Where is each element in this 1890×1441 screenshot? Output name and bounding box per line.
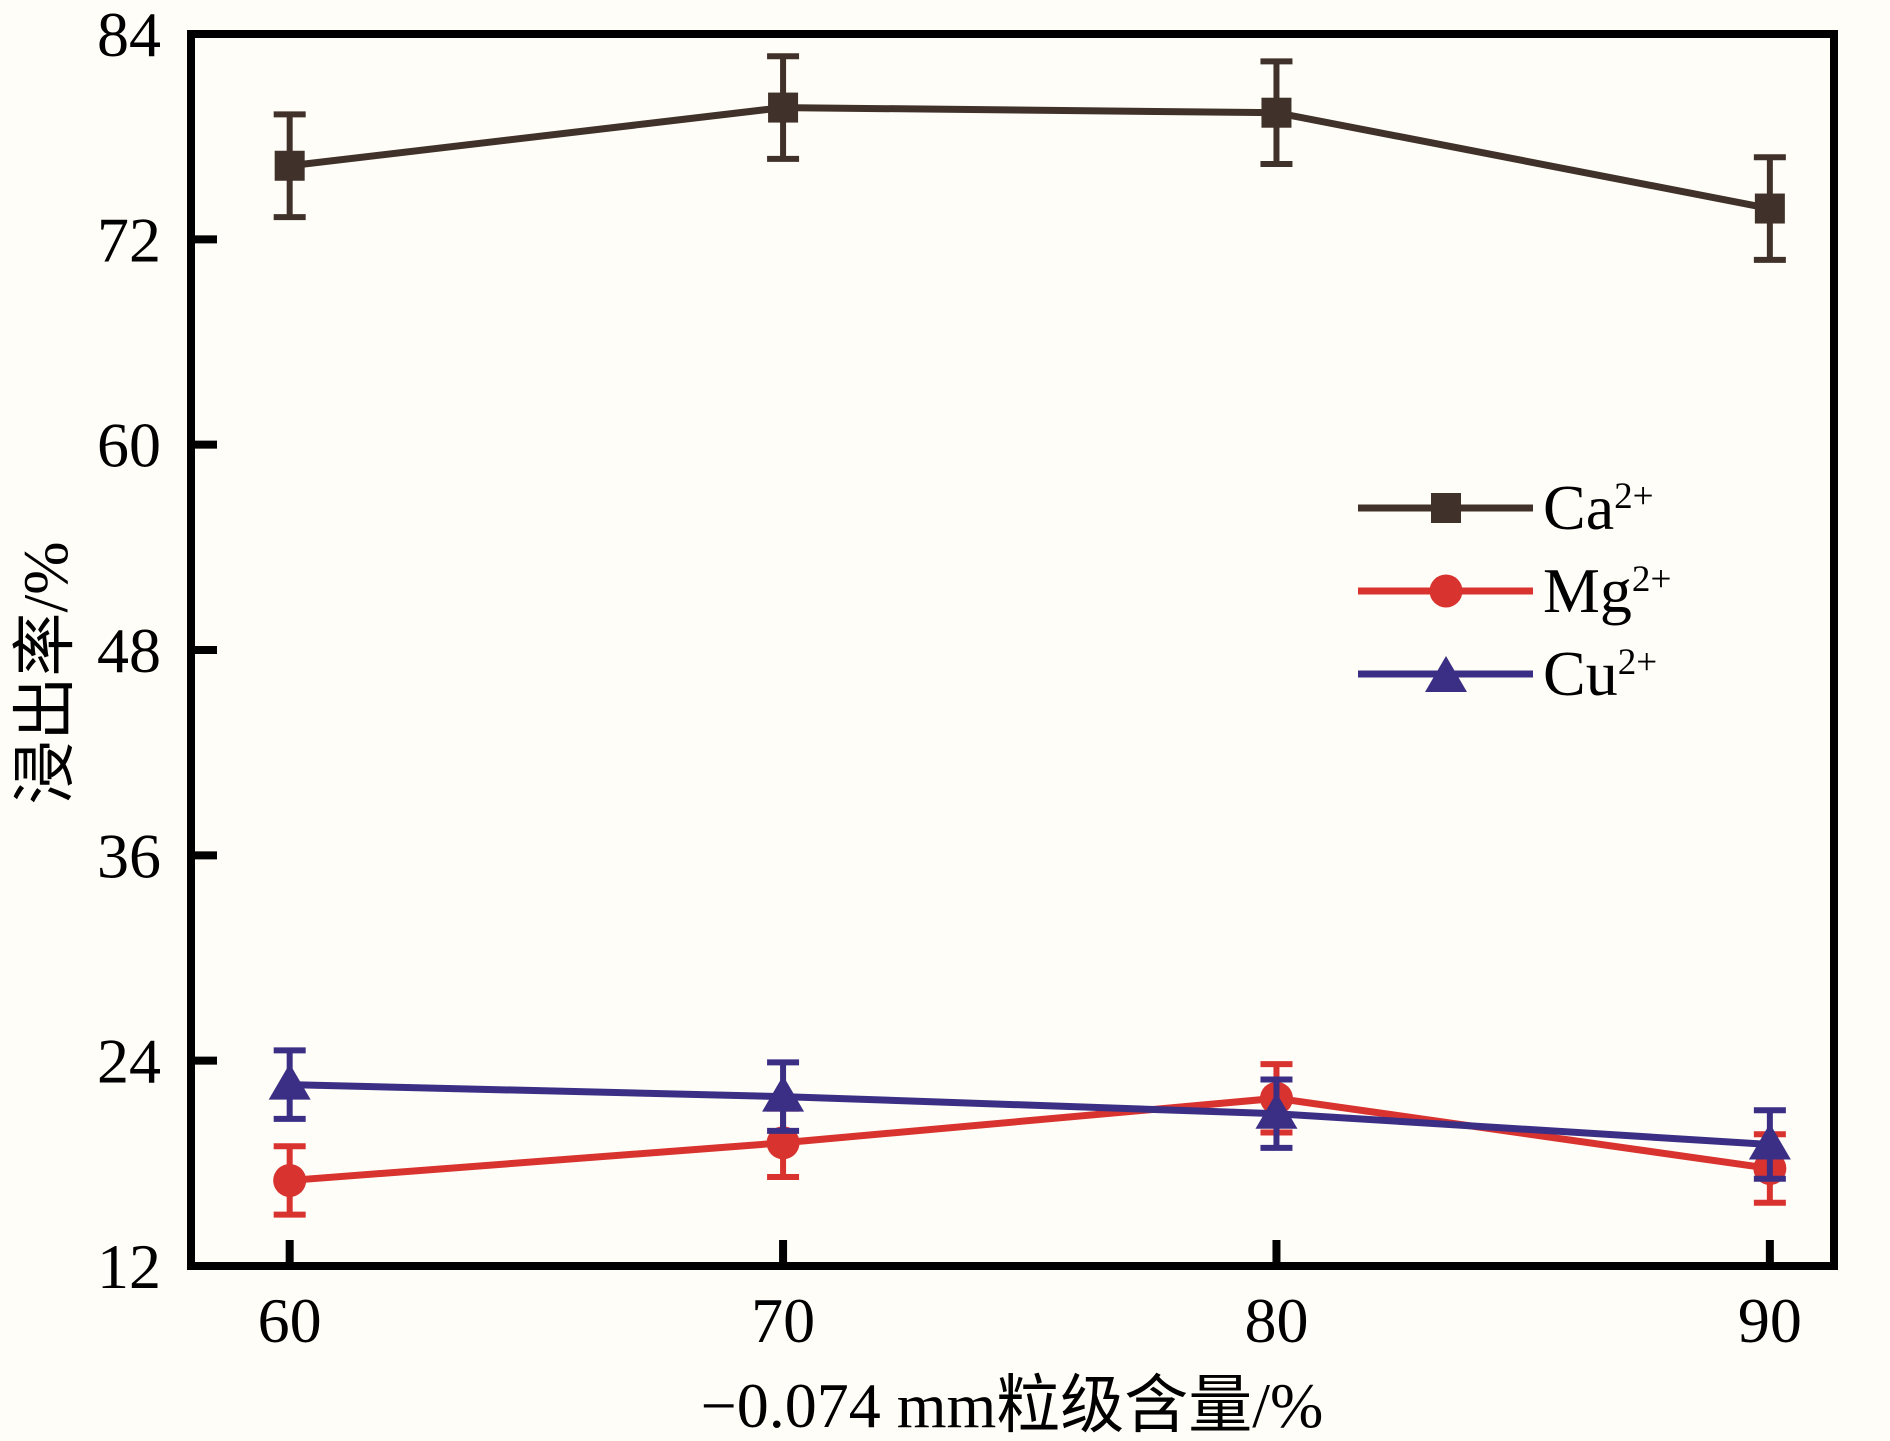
legend: Ca2+ Mg2+ Cu2+ [1358,466,1671,715]
series-cu [268,1047,1791,1182]
marker-ca-icon [1261,97,1292,128]
y-axis-title: 浸出率/% [10,541,81,805]
legend-item-cu: Cu2+ [1358,632,1671,715]
y-tick-label: 24 [97,1026,161,1097]
marker-cu-icon [1255,1092,1298,1129]
series-line-ca [289,104,1771,212]
x-axis: 60 70 80 90 [258,1240,1802,1356]
marker-cu-icon [268,1063,311,1100]
y-axis: 12 24 36 48 60 72 84 [97,0,217,1302]
x-tick-label: 70 [751,1285,815,1356]
legend-marker-graphic [1358,569,1533,613]
x-axis-title: −0.074 mm粒级含量/% [700,1370,1324,1441]
series-ca [273,53,1786,263]
series-line-mg [289,1094,1771,1184]
series-line-cu [289,1081,1771,1149]
legend-label: Mg2+ [1543,554,1672,626]
legend-label: Ca2+ [1543,471,1654,543]
legend-triangle-icon [1424,655,1467,692]
legend-item-ca: Ca2+ [1358,466,1671,549]
legend-square-icon [1430,492,1461,523]
plot-frame [187,30,1838,1270]
legend-circle-icon [1429,574,1462,607]
marker-cu-icon [762,1075,805,1112]
y-tick-label: 36 [97,820,161,891]
y-tick-label: 48 [97,615,161,686]
x-tick-label: 90 [1738,1285,1802,1356]
x-tick-label: 60 [258,1285,322,1356]
marker-ca-icon [1754,193,1785,224]
marker-ca-icon [274,150,305,181]
y-tick-label: 84 [97,0,161,70]
y-tick-label: 72 [97,204,161,275]
marker-ca-icon [768,92,799,123]
y-tick-label: 12 [97,1231,161,1302]
marker-mg-icon [766,1126,800,1160]
marker-mg-icon [273,1163,307,1197]
x-tick-label: 80 [1244,1285,1308,1356]
legend-label: Cu2+ [1543,637,1658,709]
legend-marker-graphic [1358,486,1533,530]
y-tick-label: 60 [97,410,161,481]
legend-item-mg: Mg2+ [1358,549,1671,632]
marker-cu-icon [1748,1123,1791,1160]
legend-marker-graphic [1358,652,1533,696]
